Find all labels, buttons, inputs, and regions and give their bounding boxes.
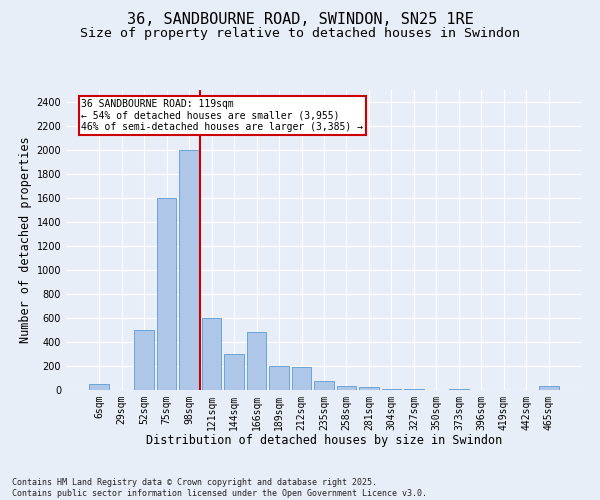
Text: 36, SANDBOURNE ROAD, SWINDON, SN25 1RE: 36, SANDBOURNE ROAD, SWINDON, SN25 1RE bbox=[127, 12, 473, 28]
Bar bbox=[134, 330, 154, 390]
Y-axis label: Number of detached properties: Number of detached properties bbox=[19, 136, 32, 344]
Bar bbox=[449, 389, 469, 390]
Bar bbox=[247, 332, 266, 390]
Bar bbox=[337, 386, 356, 390]
Bar bbox=[179, 150, 199, 390]
Bar bbox=[89, 384, 109, 390]
Bar bbox=[224, 354, 244, 390]
Bar bbox=[269, 366, 289, 390]
Bar bbox=[539, 386, 559, 390]
Bar bbox=[382, 389, 401, 390]
Text: Size of property relative to detached houses in Swindon: Size of property relative to detached ho… bbox=[80, 28, 520, 40]
Bar bbox=[202, 318, 221, 390]
Text: 36 SANDBOURNE ROAD: 119sqm
← 54% of detached houses are smaller (3,955)
46% of s: 36 SANDBOURNE ROAD: 119sqm ← 54% of deta… bbox=[82, 99, 364, 132]
Bar bbox=[314, 381, 334, 390]
Bar bbox=[404, 389, 424, 390]
Bar bbox=[292, 367, 311, 390]
Bar bbox=[359, 387, 379, 390]
Bar bbox=[157, 198, 176, 390]
X-axis label: Distribution of detached houses by size in Swindon: Distribution of detached houses by size … bbox=[146, 434, 502, 448]
Text: Contains HM Land Registry data © Crown copyright and database right 2025.
Contai: Contains HM Land Registry data © Crown c… bbox=[12, 478, 427, 498]
